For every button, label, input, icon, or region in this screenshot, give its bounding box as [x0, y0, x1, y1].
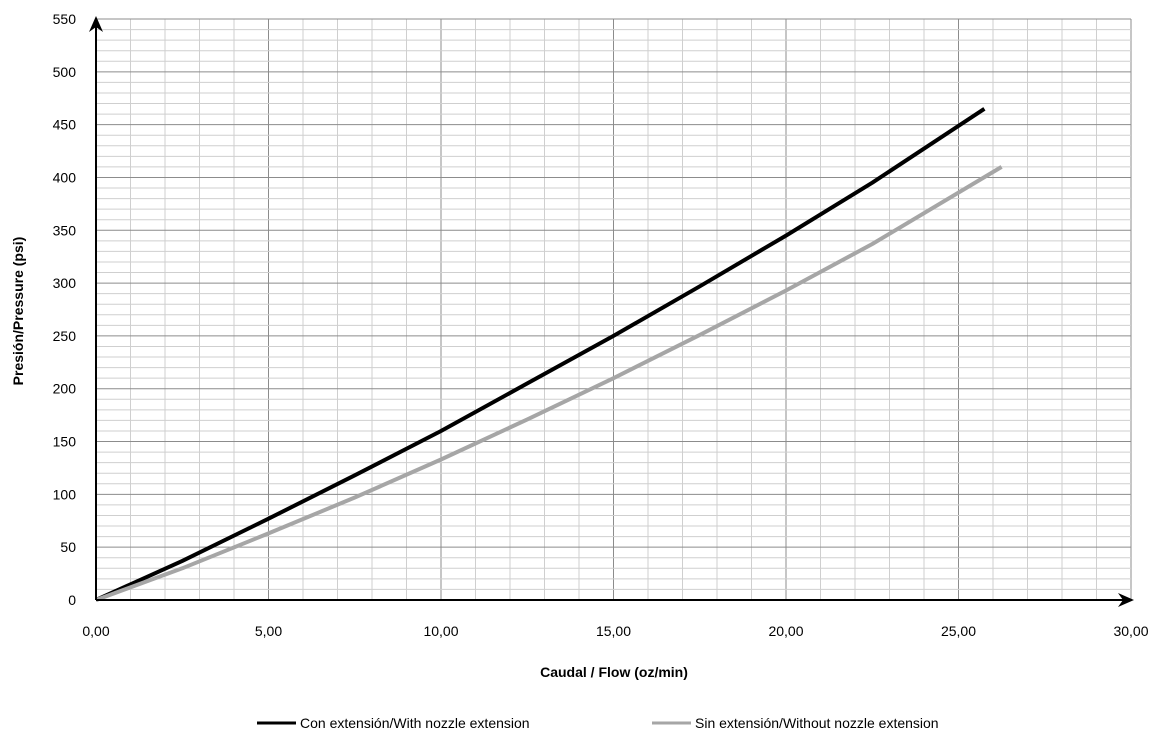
axes [89, 16, 1134, 607]
y-axis-arrow-icon [89, 16, 103, 32]
y-tick-label: 500 [53, 64, 77, 80]
x-tick-label: 15,00 [596, 623, 631, 639]
series-line-2 [95, 165, 1003, 602]
legend: Con extensión/With nozzle extension Sin … [257, 715, 939, 731]
y-tick-label: 450 [53, 117, 77, 133]
x-tick-label: 20,00 [768, 623, 803, 639]
y-tick-label: 0 [68, 592, 76, 608]
x-tick-label: 5,00 [255, 623, 282, 639]
y-tick-label: 50 [60, 539, 76, 555]
grid [95, 18, 1132, 601]
x-tick-label: 30,00 [1113, 623, 1148, 639]
y-tick-label: 100 [53, 486, 77, 502]
y-tick-label: 250 [53, 328, 77, 344]
y-tick-label: 400 [53, 169, 77, 185]
legend-label-series-1: Con extensión/With nozzle extension [300, 715, 530, 731]
y-axis-title: Presión/Pressure (psi) [10, 237, 26, 386]
series-layer [95, 107, 1003, 602]
y-tick-label: 200 [53, 381, 77, 397]
series-line-1 [95, 107, 986, 602]
x-tick-label: 0,00 [82, 623, 109, 639]
x-axis-title: Caudal / Flow (oz/min) [540, 664, 688, 680]
x-tick-label: 25,00 [941, 623, 976, 639]
legend-label-series-2: Sin extensión/Without nozzle extension [695, 715, 939, 731]
y-tick-label: 300 [53, 275, 77, 291]
y-tick-label: 550 [53, 11, 77, 27]
tick-labels: 0,00 5,00 10,00 15,00 20,00 25,00 30,00 0 50 100 1… [53, 11, 1149, 639]
y-tick-label: 150 [53, 434, 77, 450]
x-axis-arrow-icon [1118, 593, 1134, 607]
y-tick-label: 350 [53, 222, 77, 238]
x-tick-label: 10,00 [423, 623, 458, 639]
